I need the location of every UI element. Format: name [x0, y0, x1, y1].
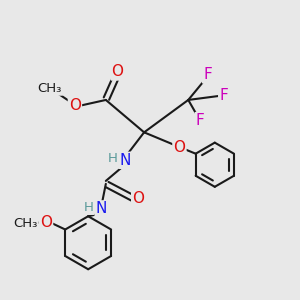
Text: H: H — [107, 152, 117, 165]
Text: CH₃: CH₃ — [13, 217, 38, 230]
Text: F: F — [219, 88, 228, 103]
Text: N: N — [119, 153, 131, 168]
Text: O: O — [112, 64, 124, 80]
Text: H: H — [84, 201, 94, 214]
Text: CH₃: CH₃ — [38, 82, 62, 95]
Text: O: O — [132, 191, 144, 206]
Text: N: N — [96, 201, 107, 216]
Text: O: O — [40, 214, 52, 230]
Text: O: O — [173, 140, 185, 154]
Text: F: F — [203, 68, 212, 82]
Text: F: F — [196, 113, 204, 128]
Text: O: O — [69, 98, 81, 113]
